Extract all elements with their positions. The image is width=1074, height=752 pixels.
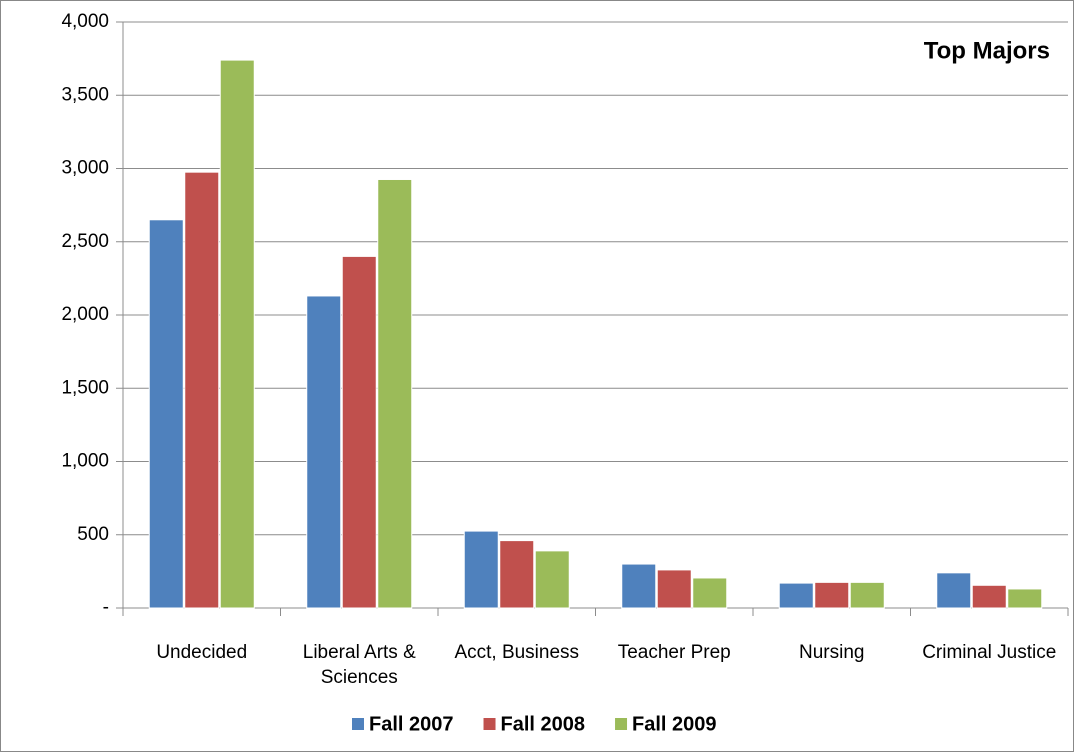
y-tick-label: 2,500 <box>61 231 109 252</box>
bar <box>849 581 885 609</box>
y-tick-label: 2,000 <box>61 304 109 325</box>
bar <box>936 572 972 609</box>
bar <box>814 581 850 609</box>
bar <box>692 577 728 609</box>
x-tick-label: Nursing <box>799 642 865 663</box>
bar <box>377 178 413 609</box>
x-tick-label: Undecided <box>156 642 248 663</box>
bar <box>621 563 657 609</box>
bar <box>971 584 1007 609</box>
y-tick-label: 3,000 <box>61 158 109 179</box>
y-tick-label: 1,500 <box>61 377 109 398</box>
legend-swatch <box>615 718 628 730</box>
legend-swatch <box>352 718 364 730</box>
chart-title: Top Majors <box>924 37 1050 64</box>
y-tick-label: - <box>103 597 109 618</box>
bar <box>656 569 692 609</box>
y-tick-label: 1,000 <box>61 451 109 472</box>
x-tick-label: Liberal Arts & Sciences <box>302 642 416 688</box>
x-tick-label: Criminal Justice <box>922 642 1057 663</box>
bar <box>184 171 220 609</box>
bar <box>778 582 814 609</box>
x-tick-label: Acct, Business <box>454 642 580 663</box>
bar <box>306 295 342 609</box>
bar <box>219 59 255 609</box>
bar <box>1007 588 1043 609</box>
bar <box>341 255 377 609</box>
bar <box>534 550 570 609</box>
bar <box>463 530 499 609</box>
bar <box>148 219 184 609</box>
y-tick-label: 500 <box>77 524 109 545</box>
legend-label: Fall 2009 <box>632 713 717 735</box>
legend-label: Fall 2008 <box>501 713 586 735</box>
legend-swatch <box>483 718 496 730</box>
bar <box>499 540 535 609</box>
y-tick-label: 3,500 <box>61 84 109 105</box>
legend-label: Fall 2007 <box>369 713 454 735</box>
y-tick-label: 4,000 <box>61 11 109 32</box>
x-tick-label: Teacher Prep <box>617 642 731 663</box>
